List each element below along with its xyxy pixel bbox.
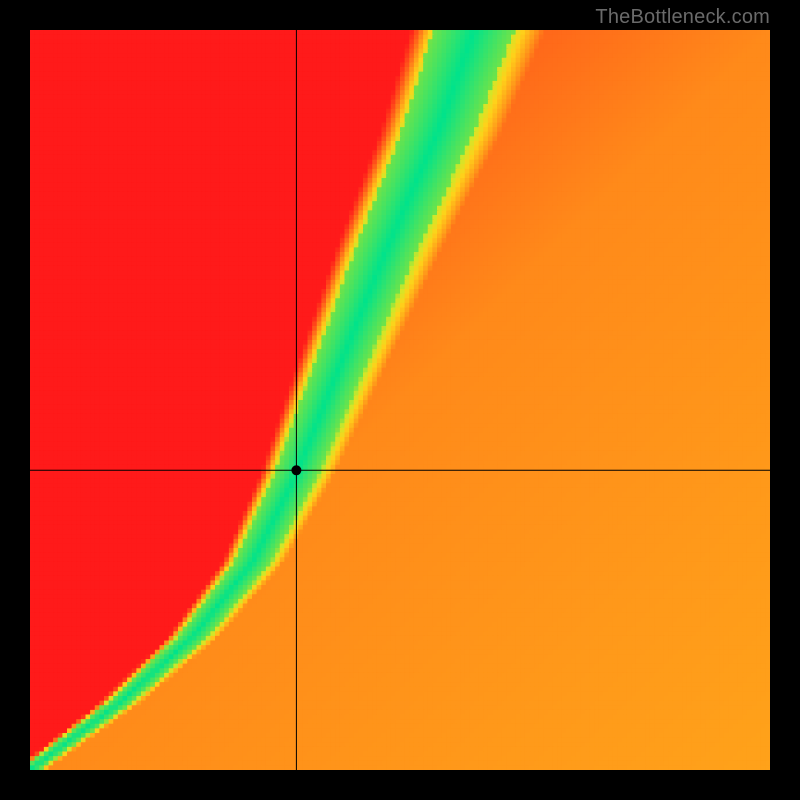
watermark-text: TheBottleneck.com	[595, 6, 770, 29]
bottleneck-heatmap	[30, 30, 770, 770]
plot-area	[30, 30, 770, 770]
chart-frame: TheBottleneck.com	[0, 0, 800, 800]
